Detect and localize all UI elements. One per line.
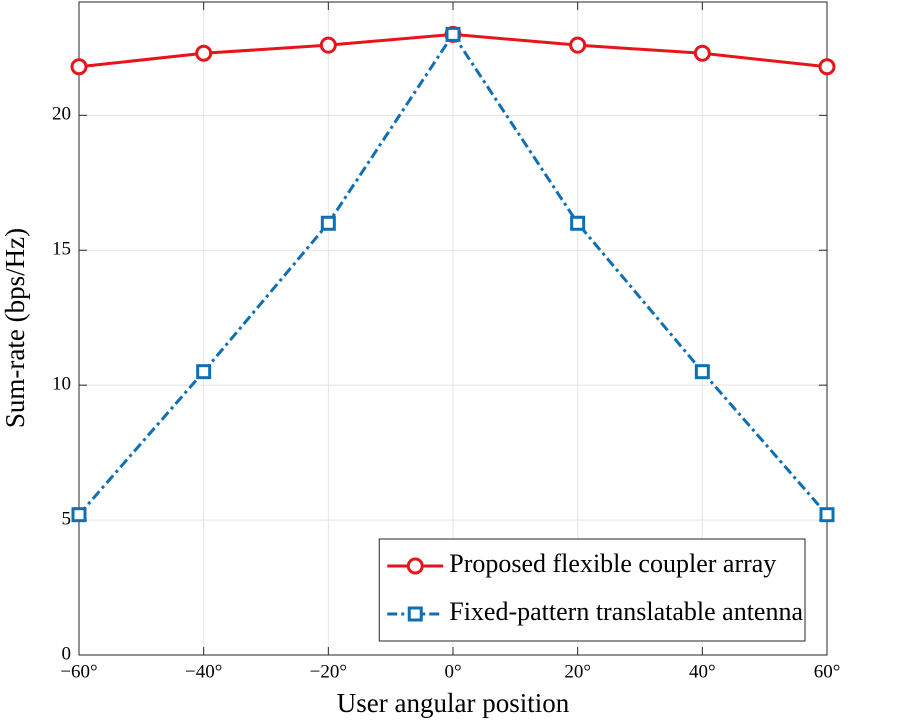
marker [569,36,587,54]
legend-label: Proposed flexible coupler array [449,549,776,578]
x-tick-label: 0° [444,661,461,682]
marker [195,44,213,62]
x-tick-label: −60° [60,661,97,682]
legend: Proposed flexible coupler array Fixed-pat… [378,538,806,642]
y-axis-label: Sum-rate (bps/Hz) [0,228,30,428]
marker [320,215,336,231]
marker [445,26,461,42]
legend-box [378,538,806,642]
marker [693,44,711,62]
y-tick-label: 5 [62,508,72,529]
y-tick-label: 0 [62,643,72,664]
x-tick-label: −20° [310,661,347,682]
marker [818,58,836,76]
x-tick-label: 40° [689,661,716,682]
y-tick-label: 10 [52,374,71,395]
x-tick-label: −40° [185,661,222,682]
plot-frame [78,1,828,656]
y-tick-label: 15 [52,239,71,260]
marker [407,606,423,622]
x-tick-label: 20° [564,661,591,682]
marker [196,364,212,380]
marker [71,507,87,523]
legend-item: Fixed-pattern translatable antenna [387,597,803,626]
y-tick-label: 20 [52,104,71,125]
marker [819,507,835,523]
x-tick-label: 60° [814,661,841,682]
legend-item: Proposed flexible coupler array [387,549,776,578]
marker [570,215,586,231]
marker [694,364,710,380]
marker [406,557,424,575]
marker [319,36,337,54]
marker [70,58,88,76]
legend-label: Fixed-pattern translatable antenna [449,597,803,626]
x-axis-label: User angular position [337,688,570,718]
